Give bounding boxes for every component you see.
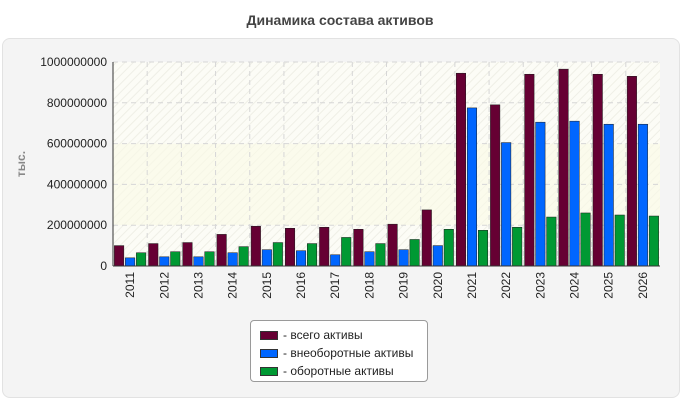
bar bbox=[148, 243, 159, 267]
x-tick-label: 2019 bbox=[397, 272, 411, 299]
y-tick-label: 600000000 bbox=[47, 137, 107, 151]
y-tick-label: 400000000 bbox=[47, 177, 107, 191]
bar bbox=[364, 251, 375, 267]
x-tick-label: 2021 bbox=[465, 272, 479, 299]
legend-swatch bbox=[260, 348, 278, 358]
x-tick-label: 2014 bbox=[226, 272, 240, 299]
bar bbox=[648, 215, 659, 267]
bar bbox=[477, 230, 488, 267]
bar bbox=[125, 257, 136, 267]
x-tick-label: 2026 bbox=[636, 272, 650, 299]
bar bbox=[580, 212, 591, 267]
bar bbox=[285, 228, 296, 267]
bar bbox=[614, 214, 625, 267]
y-axis-label: тыс. bbox=[14, 151, 28, 177]
chart-title: Динамика состава активов bbox=[246, 12, 434, 28]
bar bbox=[319, 226, 330, 267]
bar bbox=[341, 237, 352, 267]
legend-label: - всего активы bbox=[283, 328, 363, 342]
bar bbox=[443, 229, 454, 267]
x-tick-label: 2012 bbox=[157, 272, 171, 299]
bar bbox=[409, 239, 420, 267]
bar bbox=[626, 76, 637, 267]
bar bbox=[432, 245, 443, 267]
y-tick-label: 0 bbox=[100, 259, 107, 273]
bar bbox=[204, 251, 215, 267]
bar bbox=[603, 123, 614, 267]
bar bbox=[238, 246, 249, 267]
legend-swatch bbox=[260, 330, 278, 340]
bar bbox=[261, 249, 272, 267]
x-tick-label: 2018 bbox=[362, 272, 376, 299]
bar bbox=[330, 254, 341, 267]
bar bbox=[455, 72, 466, 267]
x-tick-label: 2011 bbox=[123, 272, 137, 298]
bar bbox=[398, 249, 409, 267]
y-tick-label: 800000000 bbox=[47, 96, 107, 110]
x-tick-label: 2013 bbox=[191, 272, 205, 299]
x-tick-label: 2022 bbox=[499, 272, 513, 299]
bar bbox=[159, 256, 170, 267]
x-tick-label: 2023 bbox=[533, 272, 547, 299]
bar bbox=[558, 68, 569, 267]
legend-label: - оборотные активы bbox=[283, 364, 394, 378]
bar bbox=[182, 242, 193, 267]
x-tick-label: 2016 bbox=[294, 272, 308, 299]
bar bbox=[272, 242, 283, 267]
bar bbox=[227, 252, 238, 267]
bar bbox=[569, 120, 580, 267]
y-tick-label: 200000000 bbox=[47, 218, 107, 232]
bar bbox=[296, 250, 307, 267]
legend-label: - внеоборотные активы bbox=[283, 346, 414, 360]
x-tick-label: 2025 bbox=[602, 272, 616, 299]
bar bbox=[637, 123, 648, 267]
bar bbox=[250, 225, 261, 267]
bar bbox=[421, 209, 432, 267]
legend-entry: - всего активы bbox=[260, 326, 427, 344]
bar bbox=[512, 226, 523, 267]
legend: - всего активы - внеоборотные активы - о… bbox=[250, 320, 428, 382]
bar bbox=[136, 252, 147, 267]
legend-entry: - оборотные активы bbox=[260, 362, 427, 380]
bar bbox=[501, 142, 512, 267]
x-tick-label: 2024 bbox=[568, 272, 582, 299]
bar bbox=[375, 243, 386, 267]
bar bbox=[307, 243, 318, 267]
bar bbox=[353, 229, 364, 267]
bar bbox=[170, 251, 181, 267]
x-tick-label: 2020 bbox=[431, 272, 445, 299]
x-tick-label: 2017 bbox=[328, 272, 342, 299]
bar bbox=[524, 73, 535, 267]
bar bbox=[114, 245, 125, 267]
bar bbox=[546, 216, 557, 267]
y-tick-label: 1000000000 bbox=[40, 55, 107, 69]
bar bbox=[592, 73, 603, 267]
bar bbox=[387, 223, 398, 267]
bar bbox=[535, 121, 546, 267]
bar bbox=[216, 234, 227, 267]
bar bbox=[490, 104, 501, 267]
x-tick-label: 2015 bbox=[260, 272, 274, 299]
bar bbox=[193, 256, 204, 267]
legend-swatch bbox=[260, 366, 278, 376]
legend-entry: - внеоборотные активы bbox=[260, 344, 427, 362]
bar bbox=[466, 107, 477, 267]
